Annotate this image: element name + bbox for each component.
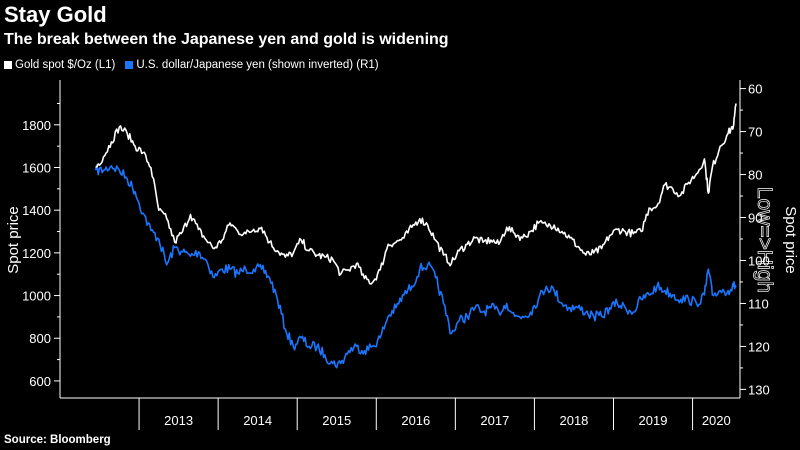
legend-swatch-yen xyxy=(125,61,134,69)
legend-label-yen: U.S. dollar/Japanese yen (shown inverted… xyxy=(136,59,379,71)
x-tick-label: 2013 xyxy=(164,413,193,428)
series-line-gold xyxy=(95,103,737,285)
x-tick-label: 2017 xyxy=(480,413,509,428)
right-tick-label: 60 xyxy=(748,82,762,97)
series-layer xyxy=(94,103,737,369)
x-tick-label: 2020 xyxy=(702,413,731,428)
right-axis-title: Spot price xyxy=(782,206,799,274)
series-line-yen xyxy=(94,164,737,369)
axis-labels: 600 800 1000 1200 1400 1600 1800 60 70 80 90 100 110… xyxy=(22,82,770,428)
right-tick-label: 80 xyxy=(748,168,762,183)
right-tick-label: 130 xyxy=(748,382,770,397)
right-tick-label: 110 xyxy=(748,296,769,311)
legend-item-yen: U.S. dollar/Japanese yen (shown inverted… xyxy=(125,59,379,71)
low-high-annotation: Low=>High xyxy=(753,187,776,293)
source-note: Source: Bloomberg xyxy=(4,434,111,446)
left-tick-label: 1600 xyxy=(22,161,51,176)
legend-label-gold: Gold spot $/Oz (L1) xyxy=(15,59,116,71)
x-tick-label: 2016 xyxy=(401,413,430,428)
axes xyxy=(54,80,746,430)
left-tick-label: 1000 xyxy=(22,289,51,304)
left-tick-label: 1400 xyxy=(22,203,51,218)
legend-item-gold: Gold spot $/Oz (L1) xyxy=(4,59,115,71)
chart-subtitle: The break between the Japanese yen and g… xyxy=(4,31,449,48)
x-tick-label: 2014 xyxy=(243,413,272,428)
right-tick-label: 90 xyxy=(748,211,762,226)
left-axis-title: Spot price xyxy=(5,206,22,274)
right-tick-label: 120 xyxy=(748,339,770,354)
x-tick-label: 2015 xyxy=(322,413,351,428)
legend: Gold spot $/Oz (L1) U.S. dollar/Japanese… xyxy=(4,59,385,71)
left-tick-label: 1800 xyxy=(22,118,51,133)
left-tick-label: 1200 xyxy=(22,246,51,261)
x-tick-label: 2018 xyxy=(559,413,588,428)
right-tick-label: 70 xyxy=(748,125,762,140)
legend-swatch-gold xyxy=(4,61,12,69)
chart-title: Stay Gold xyxy=(4,2,107,27)
left-tick-label: 600 xyxy=(29,374,51,389)
x-tick-label: 2019 xyxy=(639,413,668,428)
right-tick-label: 100 xyxy=(748,253,770,268)
left-tick-label: 800 xyxy=(29,331,51,346)
